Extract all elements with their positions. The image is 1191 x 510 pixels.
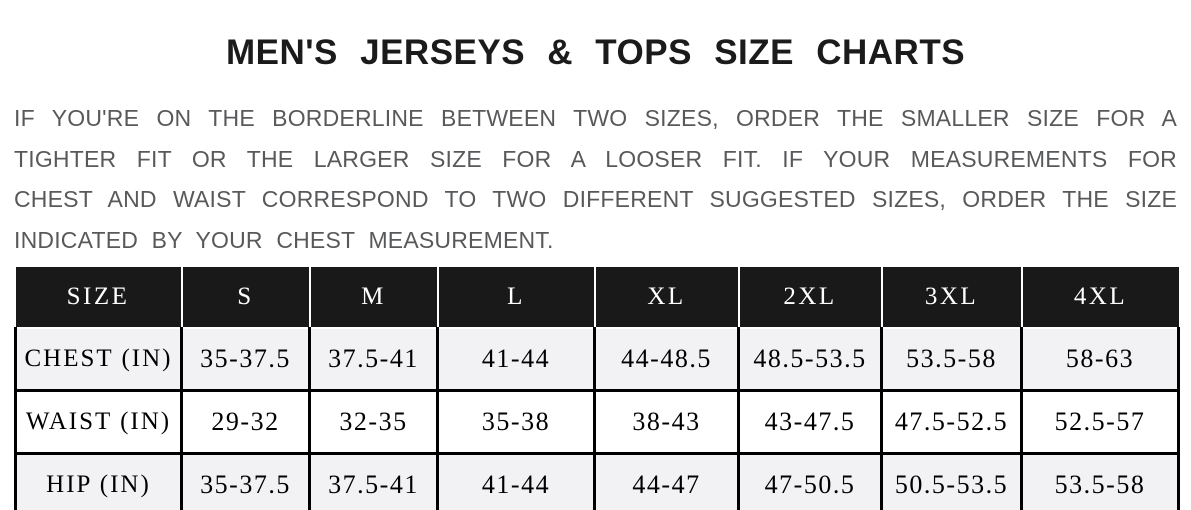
- page-title: MEN'S JERSEYS & TOPS SIZE CHARTS: [225, 33, 966, 72]
- size-cell: 44-47: [593, 452, 740, 510]
- size-cell: 32-35: [308, 389, 439, 455]
- row-label-hip: HIP (IN): [14, 452, 183, 510]
- size-cell: 35-38: [436, 389, 596, 455]
- column-header-l: L: [436, 267, 595, 328]
- size-cell: 58-63: [1020, 327, 1180, 392]
- header-row: SIZE S M L XL 2XL 3XL 4XL: [15, 267, 1179, 328]
- intro-text: IF YOU'RE ON THE BORDERLINE BETWEEN TWO …: [14, 105, 1177, 253]
- column-header-size: SIZE: [15, 267, 182, 328]
- column-header-xl: XL: [593, 267, 739, 328]
- column-header-2xl: 2XL: [737, 267, 882, 328]
- size-cell: 38-43: [593, 389, 740, 455]
- size-cell: 41-44: [436, 452, 596, 510]
- size-cell: 50.5-53.5: [880, 452, 1023, 510]
- size-cell: 37.5-41: [308, 452, 439, 510]
- column-header-s: S: [180, 267, 310, 328]
- row-label-waist: WAIST (IN): [14, 389, 183, 455]
- size-cell: 53.5-58: [880, 327, 1023, 392]
- size-chart-table: SIZE S M L XL 2XL 3XL 4XL CHEST (IN) 35-…: [14, 267, 1180, 510]
- size-cell: 48.5-53.5: [737, 327, 883, 392]
- size-cell: 44-48.5: [593, 327, 740, 392]
- column-header-3xl: 3XL: [880, 267, 1022, 328]
- size-cell: 29-32: [180, 389, 311, 455]
- table-row-chest: CHEST (IN) 35-37.5 37.5-41 41-44 44-48.5…: [14, 327, 1180, 392]
- column-header-4xl: 4XL: [1020, 267, 1179, 328]
- column-header-m: M: [308, 267, 438, 328]
- table-row-hip: HIP (IN) 35-37.5 37.5-41 41-44 44-47 47-…: [14, 452, 1180, 510]
- size-cell: 35-37.5: [180, 327, 311, 392]
- table-row-waist: WAIST (IN) 29-32 32-35 35-38 38-43 43-47…: [14, 389, 1180, 455]
- size-cell: 47-50.5: [737, 452, 883, 510]
- size-cell: 37.5-41: [308, 327, 439, 392]
- size-cell: 43-47.5: [737, 389, 883, 455]
- size-cell: 41-44: [436, 327, 596, 392]
- row-label-chest: CHEST (IN): [14, 327, 183, 392]
- size-cell: 35-37.5: [180, 452, 311, 510]
- size-cell: 52.5-57: [1020, 389, 1180, 455]
- size-cell: 53.5-58: [1020, 452, 1180, 510]
- size-cell: 47.5-52.5: [880, 389, 1023, 455]
